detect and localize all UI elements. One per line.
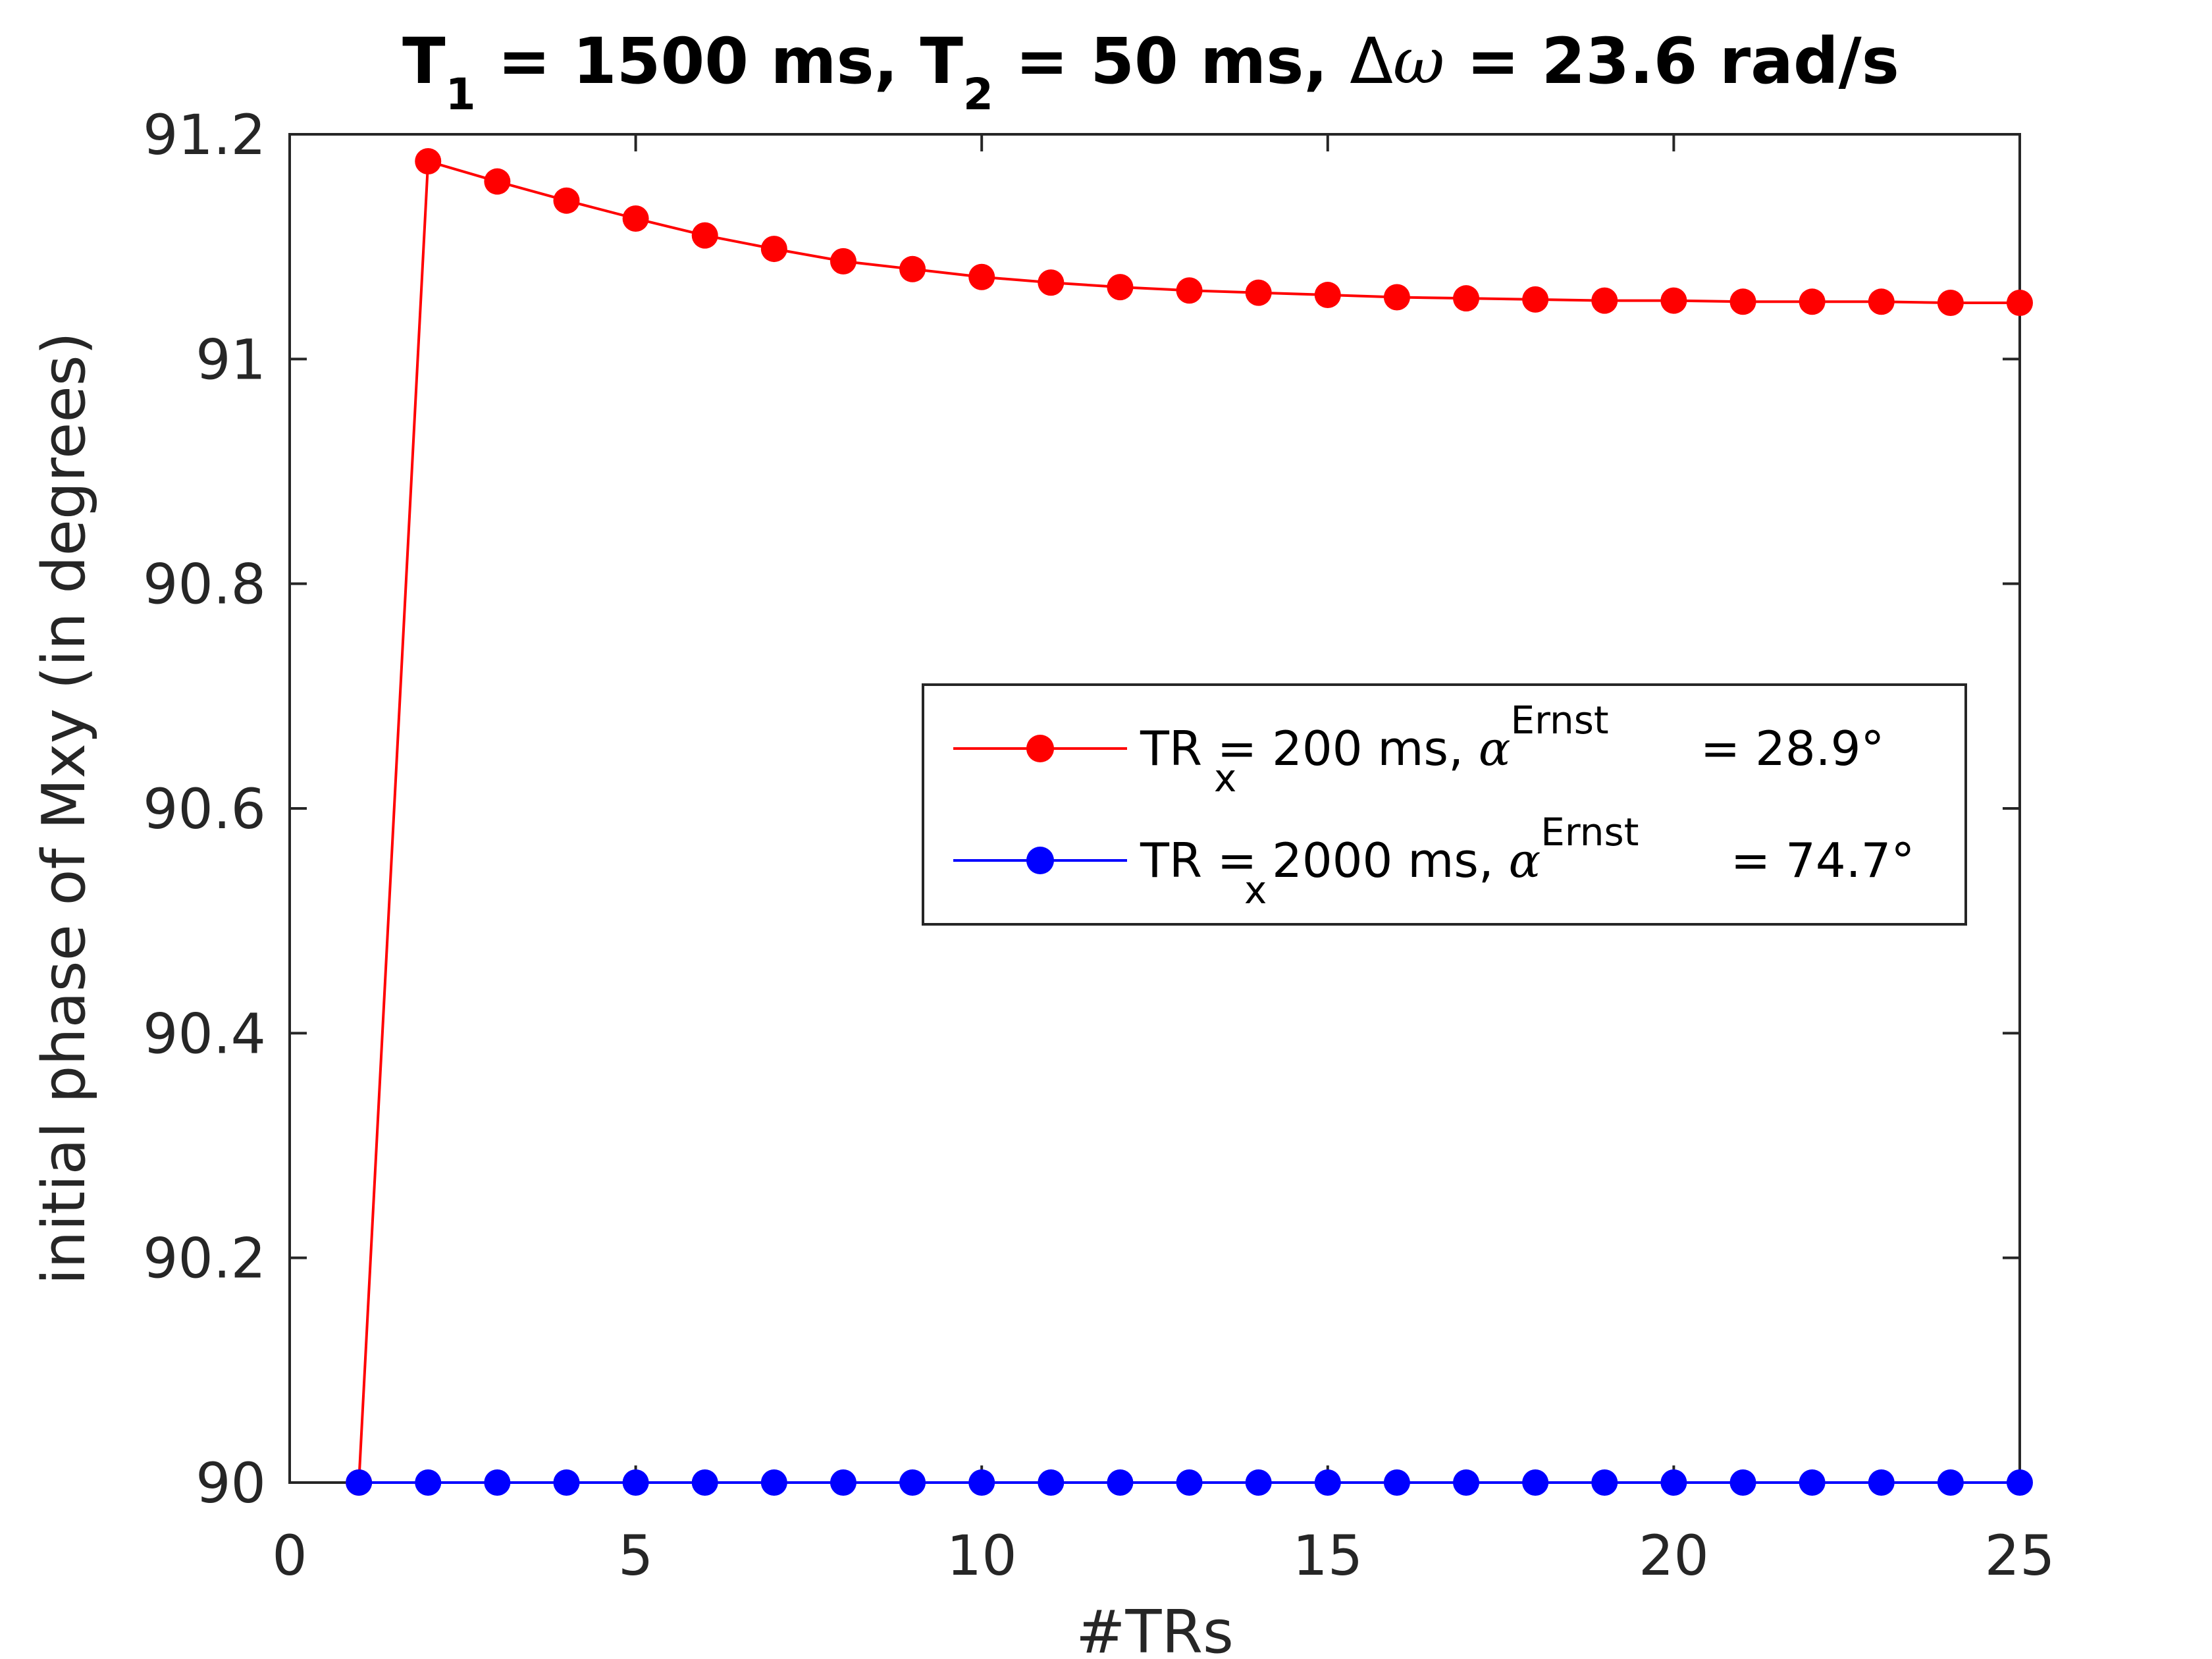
x-axis-label: #TRs <box>1076 1598 1234 1659</box>
x-tick-label: 5 <box>618 1523 653 1588</box>
title-t2-value: = 50 ms, <box>993 24 1350 98</box>
data-point <box>968 263 995 290</box>
data-point <box>1245 1469 1272 1496</box>
legend-sub-tr200: x <box>1214 756 1236 801</box>
data-point <box>553 187 580 214</box>
data-point <box>968 1469 995 1496</box>
legend-marker-tr2000 <box>1026 847 1054 874</box>
title-t2-symbol: T <box>920 24 963 98</box>
title-t1-sub: 1 <box>446 69 476 120</box>
legend-box <box>922 683 1967 926</box>
title-t1-symbol: T <box>402 24 445 98</box>
y-tick-label: 91 <box>196 327 266 392</box>
series-1 <box>346 1469 2033 1496</box>
data-point <box>1729 288 1756 315</box>
data-point <box>1107 1469 1134 1496</box>
data-point <box>622 205 649 232</box>
data-point <box>899 255 926 282</box>
data-point <box>760 1469 787 1496</box>
legend-label-tr2000: TR = 2000 ms, αErnst x = 74.7° <box>1140 810 1914 912</box>
x-tick-label: 15 <box>1292 1523 1363 1588</box>
series-layer <box>346 147 2033 1496</box>
data-point <box>1868 1469 1895 1496</box>
y-axis-label: initial phase of Mxy (in degrees) <box>30 332 99 1285</box>
data-point <box>1383 284 1410 311</box>
x-tick-label: 10 <box>947 1523 1017 1588</box>
axis-tick-labels: 0 5 10 15 20 25 90 90.2 90.4 90.6 90.8 91 91.2 <box>143 103 2055 1588</box>
data-point <box>691 222 718 249</box>
y-tick-label: 91.2 <box>143 103 266 167</box>
data-point <box>1868 288 1895 315</box>
data-point <box>830 1469 856 1496</box>
data-point <box>484 1469 511 1496</box>
data-point <box>760 236 787 263</box>
data-point <box>1937 1469 1964 1496</box>
data-point <box>899 1469 926 1496</box>
y-tick-label: 90 <box>196 1451 266 1515</box>
y-tick-label: 90.6 <box>143 777 266 841</box>
x-tick-label: 0 <box>272 1523 307 1588</box>
data-point <box>1453 285 1480 312</box>
y-tick-label: 90.8 <box>143 552 266 617</box>
data-point <box>1383 1469 1410 1496</box>
data-point <box>1522 286 1549 313</box>
data-point <box>1660 287 1687 314</box>
legend-item-tr2000: TR = 2000 ms, αErnst x = 74.7° <box>953 810 1914 912</box>
data-point <box>1107 274 1134 301</box>
data-point <box>1522 1469 1549 1496</box>
data-point <box>1176 277 1203 304</box>
legend-sub-tr2000: x <box>1244 868 1267 912</box>
legend-sup-tr200: Ernst <box>1510 698 1608 743</box>
legend-prefix-tr200: TR = 200 ms, <box>1140 721 1479 776</box>
legend-sup-tr2000: Ernst <box>1540 810 1639 855</box>
data-point <box>1729 1469 1756 1496</box>
x-tick-label: 25 <box>1985 1523 2055 1588</box>
data-point <box>622 1469 649 1496</box>
data-point <box>1799 288 1826 315</box>
title-t1-value: = 1500 ms, <box>476 24 920 98</box>
data-point <box>484 168 511 195</box>
legend-alpha-tr200: α <box>1479 721 1511 776</box>
data-point <box>1038 269 1065 296</box>
legend-suffix-tr200: = 28.9° <box>1685 721 1884 776</box>
chart-title: T1 = 1500 ms, T2 = 50 ms, Δω = 23.6 rad/… <box>402 24 1899 120</box>
legend-suffix-tr2000: = 74.7° <box>1716 833 1914 888</box>
title-omega: ω <box>1393 24 1444 98</box>
data-point <box>1591 1469 1618 1496</box>
legend-alpha-tr2000: α <box>1509 833 1541 888</box>
legend-marker-tr200 <box>1026 735 1054 762</box>
data-point <box>415 147 442 174</box>
data-point <box>830 248 856 275</box>
data-point <box>1937 290 1964 316</box>
y-tick-label: 90.2 <box>143 1226 266 1291</box>
data-point <box>415 1469 442 1496</box>
title-t2-sub: 2 <box>963 69 993 120</box>
legend-label-tr200: TR = 200 ms, αErnst x = 28.9° <box>1140 698 1884 801</box>
y-tick-label: 90.4 <box>143 1001 266 1066</box>
legend-item-tr200: TR = 200 ms, αErnst x = 28.9° <box>953 698 1884 801</box>
data-point <box>1314 282 1341 309</box>
data-point <box>2007 1469 2033 1496</box>
x-tick-label: 20 <box>1639 1523 1709 1588</box>
data-point <box>2007 290 2033 316</box>
data-point <box>553 1469 580 1496</box>
data-point <box>1453 1469 1480 1496</box>
title-dw-value: = 23.6 rad/s <box>1444 24 1899 98</box>
data-point <box>1176 1469 1203 1496</box>
data-point <box>1038 1469 1065 1496</box>
data-point <box>691 1469 718 1496</box>
legend-prefix-tr2000: TR = 2000 ms, <box>1140 833 1509 888</box>
data-point <box>1799 1469 1826 1496</box>
title-delta: Δ <box>1350 24 1393 98</box>
legend: TR = 200 ms, αErnst x = 28.9° TR = 2000 m… <box>922 683 1967 926</box>
data-point <box>346 1469 373 1496</box>
data-point <box>1314 1469 1341 1496</box>
data-point <box>1660 1469 1687 1496</box>
series-0 <box>346 147 2033 1496</box>
data-point <box>1591 287 1618 314</box>
data-point <box>1245 279 1272 306</box>
